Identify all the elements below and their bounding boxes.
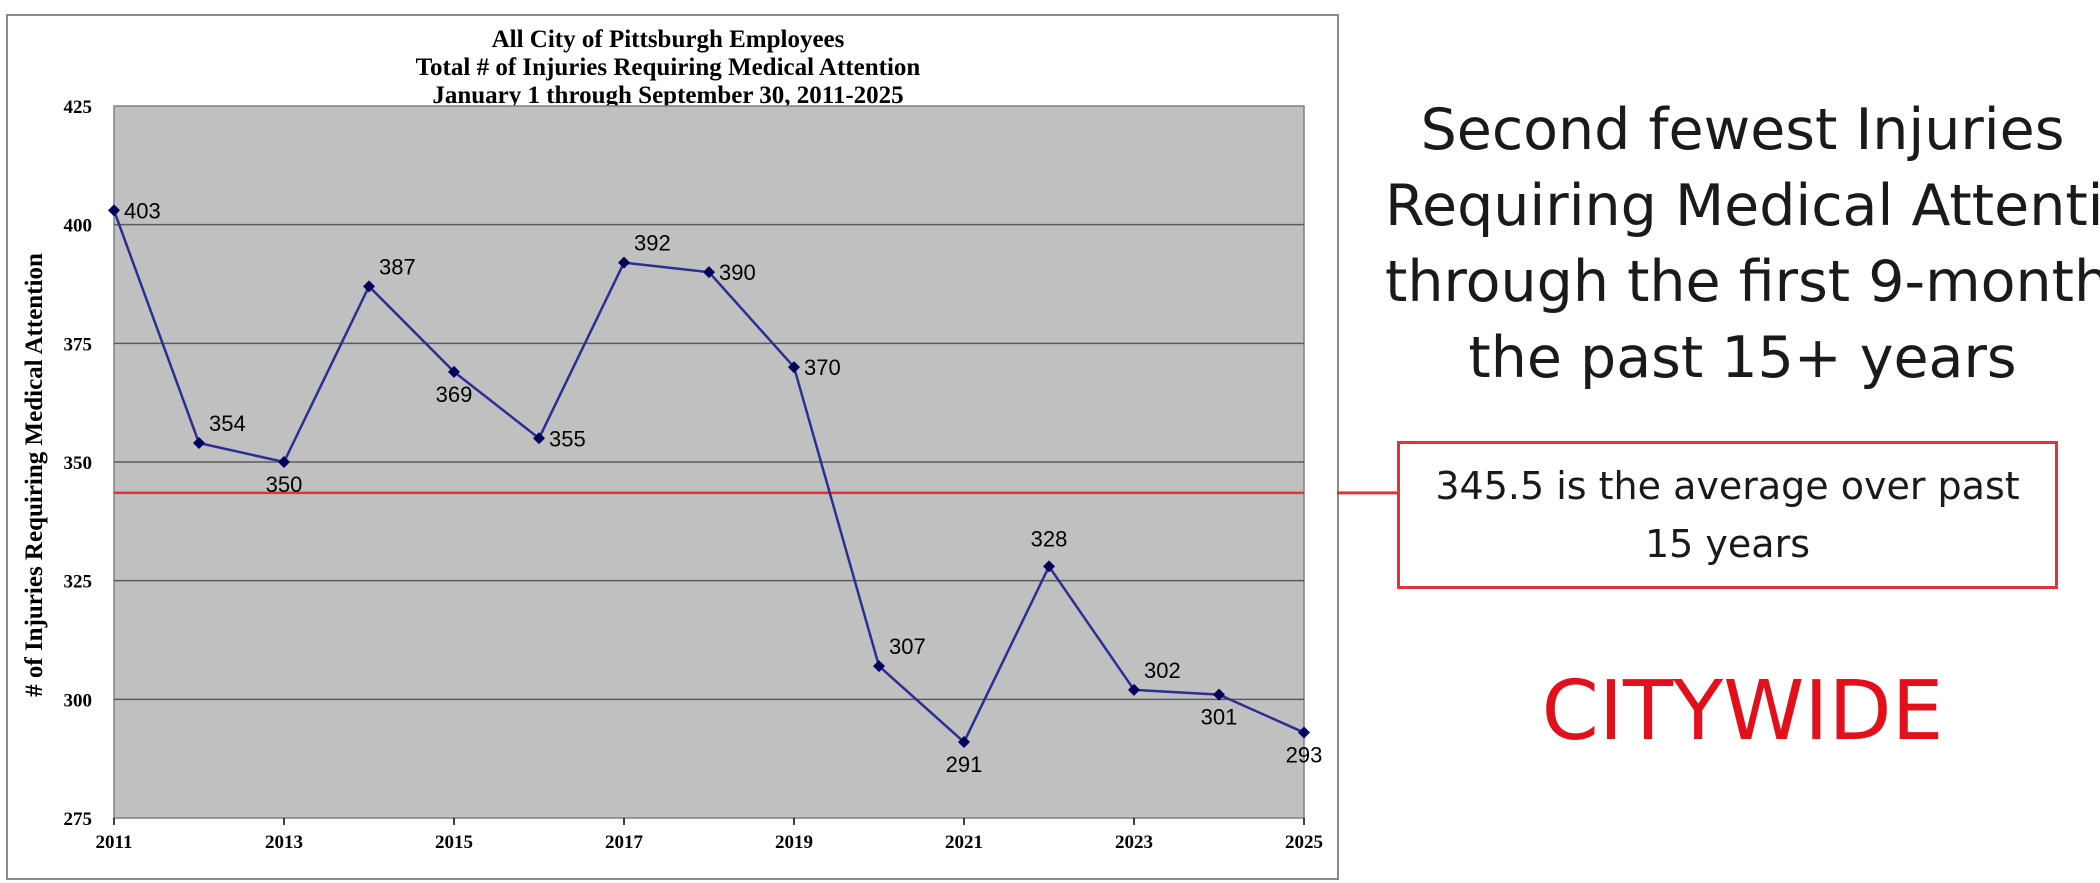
citywide-label: CITYWIDE <box>1541 664 1944 759</box>
data-label-2012: 354 <box>209 411 246 436</box>
x-tick-label: 2015 <box>435 832 473 853</box>
data-label-2020: 307 <box>889 634 926 659</box>
x-tick-label: 2025 <box>1285 832 1323 853</box>
chart-title: All City of Pittsburgh Employees Total #… <box>416 26 921 109</box>
data-label-2011: 403 <box>124 198 161 223</box>
y-tick-label: 275 <box>64 809 93 830</box>
grid-lines <box>114 223 1304 701</box>
data-point-2024 <box>1213 688 1225 701</box>
y-tick-label: 350 <box>64 453 93 474</box>
data-point-2011 <box>108 204 120 217</box>
data-point-2012 <box>193 437 205 450</box>
side-heading-line-2: Requiring Medical Attention <box>1385 173 2100 239</box>
x-tick-label: 2021 <box>945 832 983 853</box>
y-axis-ticks: 275 300 325 350 375 400 425 <box>64 97 93 830</box>
data-label-2025: 293 <box>1286 743 1323 768</box>
y-tick-label: 300 <box>64 690 93 711</box>
data-label-2016: 355 <box>549 426 586 451</box>
data-label-2024: 301 <box>1201 705 1238 730</box>
x-tick-label: 2023 <box>1115 832 1153 853</box>
data-point-2018 <box>703 266 715 279</box>
average-callout-line-2: 15 years <box>1644 522 1810 566</box>
x-tick-label: 2011 <box>96 832 133 853</box>
injuries-line-chart: All City of Pittsburgh Employees Total #… <box>21 26 1323 853</box>
y-tick-label: 325 <box>64 572 93 593</box>
data-label-2019: 370 <box>804 355 841 380</box>
data-point-2021 <box>958 736 970 749</box>
y-tick-label: 375 <box>64 334 93 355</box>
x-tick-label: 2017 <box>605 832 644 853</box>
chart-title-line-3: January 1 through September 30, 2011-202… <box>432 82 903 109</box>
side-heading: Second fewest Injuries Requiring Medical… <box>1385 92 2100 396</box>
chart-frame: All City of Pittsburgh Employees Total #… <box>6 14 1339 880</box>
x-tick-label: 2013 <box>265 832 303 853</box>
data-label-2022: 328 <box>1031 526 1068 551</box>
y-axis-label: # of Injuries Requiring Medical Attentio… <box>21 253 48 697</box>
data-point-2015 <box>448 365 460 378</box>
data-point-2013 <box>278 456 290 468</box>
data-labels: 403 354 350 387 369 355 392 390 370 307 291 328 302 3… <box>124 198 1322 777</box>
data-label-2017: 392 <box>634 231 671 256</box>
data-label-2018: 390 <box>719 260 756 285</box>
side-heading-line-4: the past 15+ years <box>1468 325 2017 391</box>
data-label-2013: 350 <box>266 472 303 497</box>
chart-title-line-1: All City of Pittsburgh Employees <box>492 26 845 53</box>
data-point-2023 <box>1128 683 1140 696</box>
y-tick-label: 425 <box>64 97 93 118</box>
x-axis-ticks: 2011 2013 2015 2017 2019 2021 2023 2025 <box>96 818 1323 853</box>
average-callout-box: 345.5 is the average over past 15 years <box>1397 441 2058 589</box>
data-point-2016 <box>533 432 545 445</box>
data-point-2019 <box>788 361 800 374</box>
x-tick-label: 2019 <box>775 832 813 853</box>
data-point-2020 <box>873 660 885 673</box>
y-tick-label: 400 <box>64 216 93 237</box>
average-callout-line-1: 345.5 is the average over past <box>1435 464 2020 508</box>
side-heading-line-3: through the first 9-months <box>1385 249 2100 315</box>
data-point-2014 <box>363 280 375 293</box>
data-label-2023: 302 <box>1144 658 1181 683</box>
data-point-2025 <box>1298 726 1310 739</box>
data-label-2014: 387 <box>379 254 416 279</box>
data-point-2017 <box>618 256 630 269</box>
data-label-2015: 369 <box>436 382 473 407</box>
data-point-markers <box>108 204 1310 749</box>
side-heading-line-1: Second fewest Injuries <box>1420 97 2065 163</box>
chart-title-line-2: Total # of Injuries Requiring Medical At… <box>416 54 921 81</box>
data-point-2022 <box>1043 560 1055 573</box>
data-label-2021: 291 <box>946 752 983 777</box>
